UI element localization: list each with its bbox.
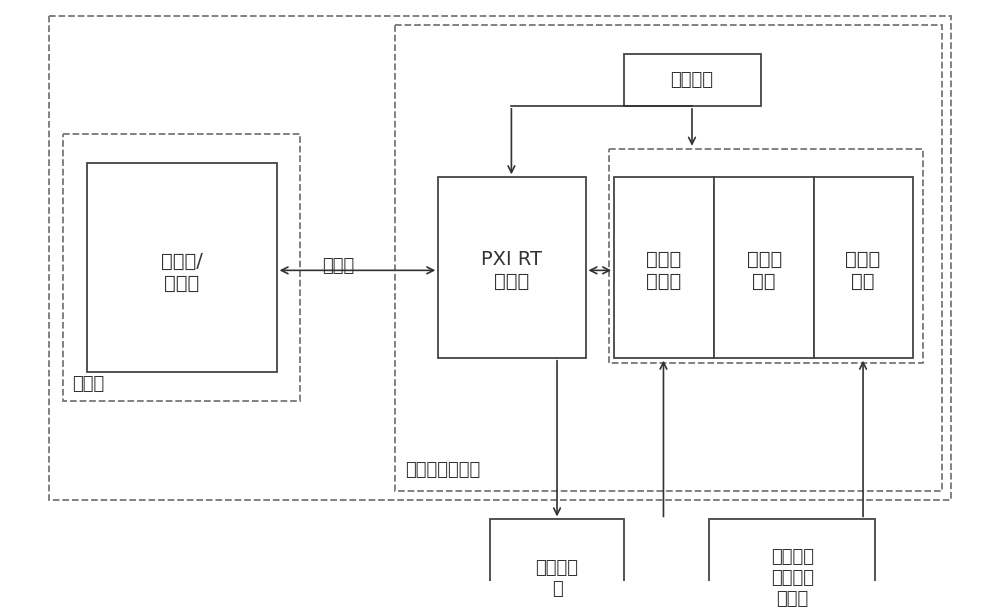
Bar bbox=[814, 178, 913, 358]
Bar bbox=[87, 163, 277, 372]
Bar bbox=[395, 25, 942, 491]
Text: 以太网: 以太网 bbox=[322, 257, 355, 274]
Text: 信号适
调模块: 信号适 调模块 bbox=[646, 250, 681, 291]
Bar bbox=[438, 178, 586, 358]
Text: 下位机控制机箱: 下位机控制机箱 bbox=[405, 461, 480, 479]
Text: 上位机: 上位机 bbox=[72, 375, 105, 393]
Bar bbox=[614, 178, 714, 358]
Text: 倾角传感
器: 倾角传感 器 bbox=[536, 559, 579, 598]
Bar bbox=[490, 519, 624, 610]
Text: 计算机/
笔记本: 计算机/ 笔记本 bbox=[161, 252, 203, 293]
Text: 摇摆试验
台伺服控
制系统: 摇摆试验 台伺服控 制系统 bbox=[771, 548, 814, 608]
Bar bbox=[709, 519, 875, 610]
Bar bbox=[714, 178, 814, 358]
Text: PXI RT
控制器: PXI RT 控制器 bbox=[481, 250, 542, 291]
Bar bbox=[624, 54, 761, 106]
Bar bbox=[49, 16, 951, 500]
Bar bbox=[609, 149, 923, 362]
Text: 数据采
集卡: 数据采 集卡 bbox=[747, 250, 782, 291]
Bar bbox=[63, 134, 300, 401]
Text: 总线通
信卡: 总线通 信卡 bbox=[845, 250, 881, 291]
Text: 直流电源: 直流电源 bbox=[670, 71, 713, 89]
